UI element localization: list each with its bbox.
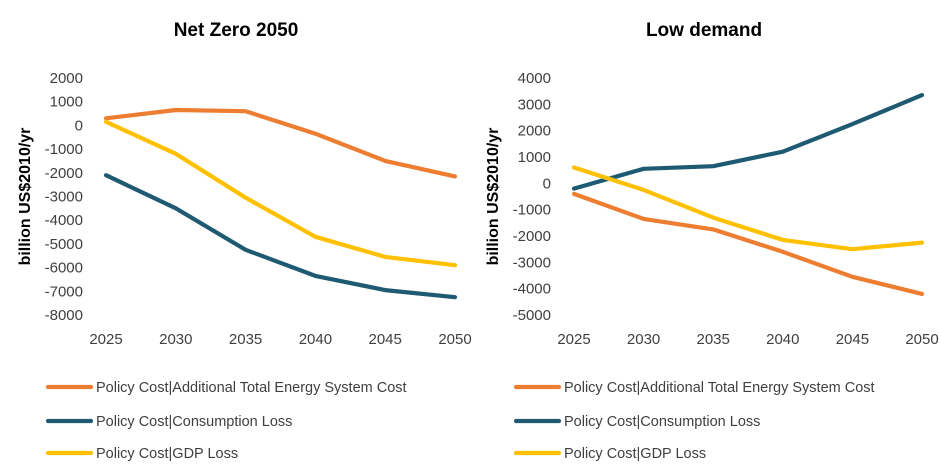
x-tick-label: 2030 [159, 331, 192, 348]
y-tick-label: -6000 [45, 260, 83, 277]
series-line-policy-cost-consumption-loss [571, 92, 925, 191]
y-tick-label: -3000 [513, 254, 551, 271]
series-line-policy-cost-gdp-loss [103, 119, 458, 268]
y-tick-label: 3000 [518, 96, 551, 113]
y-tick-label: 0 [75, 117, 83, 134]
x-tick-label: 2050 [905, 331, 938, 348]
y-tick-label: -1000 [45, 141, 83, 158]
series-line-policy-cost-gdp-loss [571, 165, 925, 252]
y-tick-label: -1000 [513, 202, 551, 219]
series-line-policy-cost-additional-total-energy-system-cost [571, 191, 925, 296]
y-axis-label: billion US$2010/yr [17, 128, 34, 266]
y-tick-label: 2000 [518, 123, 551, 140]
x-tick-label: 2040 [299, 331, 332, 348]
series-line-policy-cost-additional-total-energy-system-cost [103, 107, 458, 179]
y-tick-label: -5000 [45, 236, 83, 253]
y-tick-label: 0 [543, 175, 551, 192]
chart-panel-net-zero-2050: Net Zero 2050 billion US$2010/yr 2000 1000 0… [17, 20, 472, 462]
y-tick-label: -3000 [45, 189, 83, 206]
y-axis-label: billion US$2010/yr [485, 128, 502, 266]
y-tick-label: -5000 [513, 307, 551, 324]
y-tick-label: -4000 [513, 281, 551, 298]
series-line-policy-cost-consumption-loss [103, 173, 458, 300]
x-tick-label: 2045 [836, 331, 869, 348]
y-tick-label: 1000 [518, 149, 551, 166]
y-tick-label: -7000 [45, 283, 83, 300]
legend-label: Policy Cost|Consumption Loss [564, 414, 760, 430]
y-tick-label: -2000 [45, 165, 83, 182]
y-tick-label: 2000 [50, 70, 83, 87]
y-tick-label: -8000 [45, 307, 83, 324]
x-tick-label: 2050 [438, 331, 471, 348]
x-tick-label: 2040 [766, 331, 799, 348]
x-tick-label: 2045 [369, 331, 402, 348]
legend-label: Policy Cost|Consumption Loss [96, 414, 292, 430]
legend-label: Policy Cost|GDP Loss [96, 446, 238, 462]
chart-panel-low-demand: Low demand billion US$2010/yr 4000 3000 2000… [485, 20, 939, 462]
legend-label: Policy Cost|Additional Total Energy Syst… [564, 380, 875, 396]
x-tick-label: 2025 [557, 331, 590, 348]
chart-title: Low demand [646, 20, 762, 41]
x-tick-label: 2025 [89, 331, 122, 348]
y-tick-label: -2000 [513, 228, 551, 245]
y-tick-label: 1000 [50, 94, 83, 111]
legend-label: Policy Cost|GDP Loss [564, 446, 706, 462]
x-tick-label: 2035 [229, 331, 262, 348]
y-tick-label: -4000 [45, 212, 83, 229]
x-tick-label: 2035 [697, 331, 730, 348]
legend-label: Policy Cost|Additional Total Energy Syst… [96, 380, 407, 396]
chart-title: Net Zero 2050 [174, 20, 299, 41]
x-tick-label: 2030 [627, 331, 660, 348]
y-tick-label: 4000 [518, 70, 551, 87]
